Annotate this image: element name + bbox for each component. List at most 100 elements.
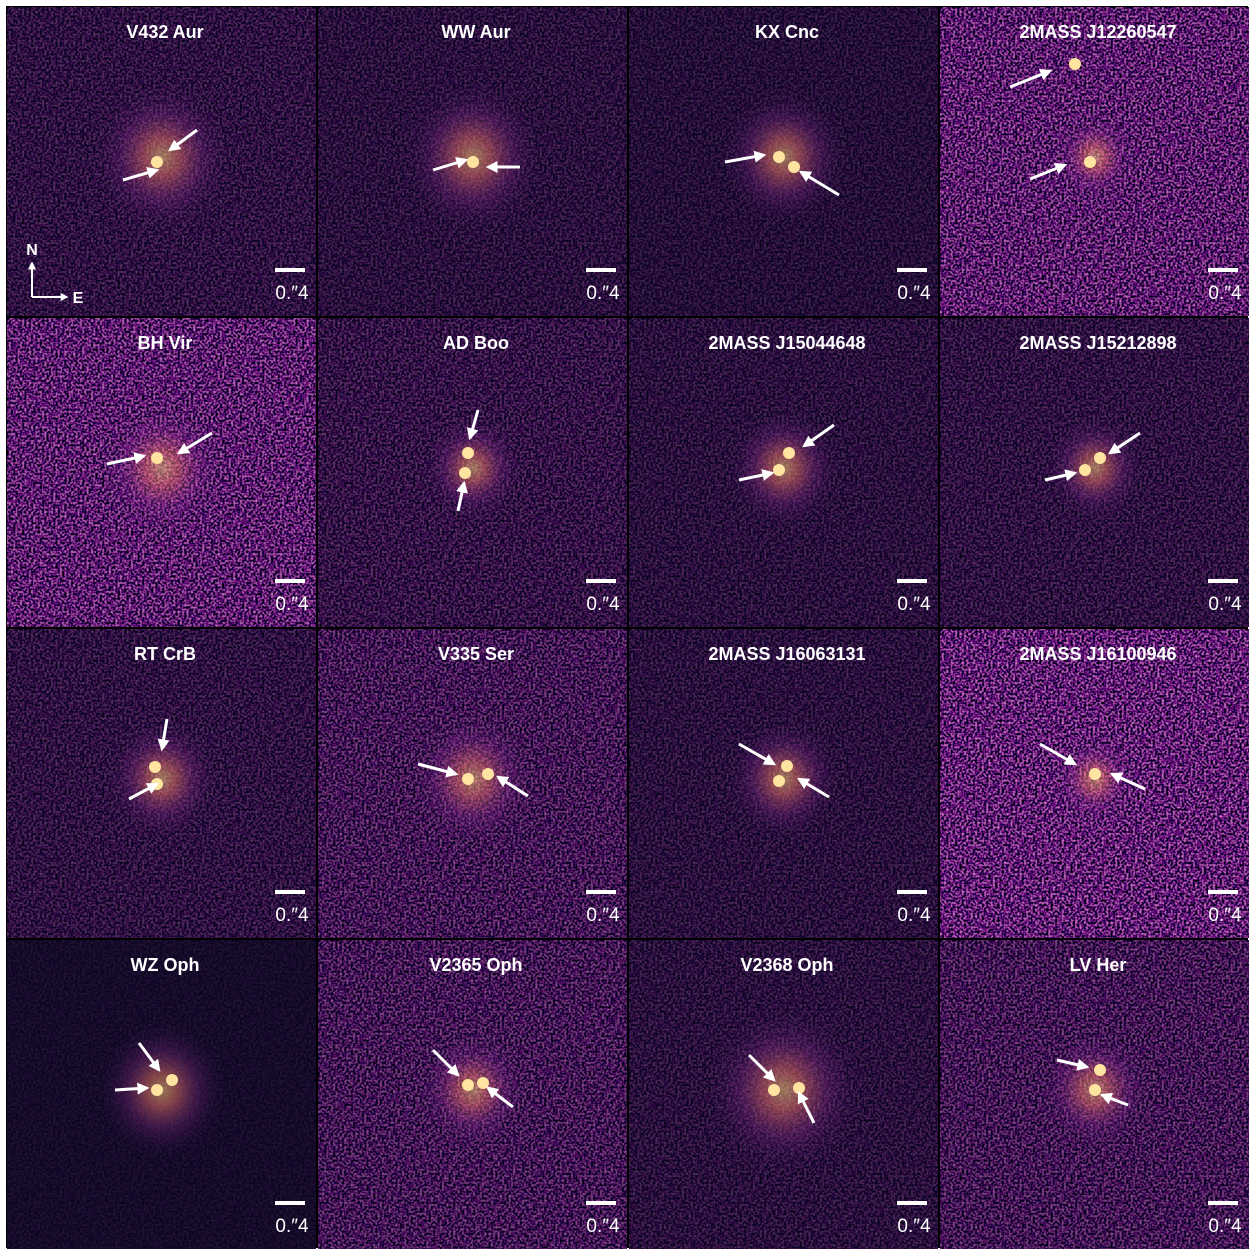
source-spot (773, 464, 785, 476)
source-glow (106, 719, 218, 839)
image-panel: 2MASS J16063131 0.″4 (629, 629, 938, 938)
source-spot (166, 1074, 178, 1086)
panel-image: LV Her 0.″4 (940, 940, 1249, 1249)
scale-label: 0.″4 (275, 1216, 309, 1237)
scale-bar (586, 1201, 616, 1205)
panel-title: WW Aur (441, 22, 510, 42)
panel-image: V2368 Oph 0.″4 (629, 940, 938, 1249)
scale-label: 0.″4 (1208, 283, 1242, 304)
source-glow (92, 82, 232, 232)
scale-bar (275, 890, 305, 894)
source-spot (151, 156, 163, 168)
panel-title: V432 Aur (126, 22, 203, 42)
panel-image: RT CrB 0.″4 (7, 629, 316, 938)
source-glow (417, 1030, 529, 1150)
scale-bar (897, 1201, 927, 1205)
image-panel: 2MASS J15212898 0.″4 (940, 318, 1249, 627)
source-spot (149, 761, 161, 773)
panel-image: BH Vir 0.″4 (7, 318, 316, 627)
source-glow (1053, 112, 1137, 202)
scale-label: 0.″4 (897, 283, 931, 304)
panel-title: V2365 Oph (429, 955, 522, 975)
scale-bar (275, 268, 305, 272)
scale-label: 0.″4 (586, 905, 620, 926)
panel-title: 2MASS J16100946 (1019, 644, 1176, 664)
compass-label: N (26, 242, 38, 259)
scale-label: 0.″4 (586, 283, 620, 304)
scale-bar (586, 890, 616, 894)
scale-label: 0.″4 (275, 594, 309, 615)
image-panel: 2MASS J16100946 0.″4 (940, 629, 1249, 938)
source-spot (781, 760, 793, 772)
panel-image: 2MASS J12260547 0.″4 (940, 7, 1249, 316)
panel-title: 2MASS J15212898 (1019, 333, 1176, 353)
source-spot (1079, 464, 1091, 476)
scale-label: 0.″4 (1208, 1216, 1242, 1237)
panel-image: AD Boo 0.″4 (318, 318, 627, 627)
image-panel: LV Her 0.″4 (940, 940, 1249, 1249)
scale-bar (586, 579, 616, 583)
panel-title: 2MASS J16063131 (708, 644, 865, 664)
image-panel: 2MASS J15044648 0.″4 (629, 318, 938, 627)
source-spot (1084, 156, 1096, 168)
panel-title: KX Cnc (755, 22, 819, 42)
pointer-arrow (115, 1088, 147, 1090)
source-spot (151, 452, 163, 464)
source-spot (459, 467, 471, 479)
source-glow (707, 1008, 861, 1173)
image-panel: WW Aur 0.″4 (318, 7, 627, 316)
image-panel: KX Cnc 0.″4 (629, 7, 938, 316)
scale-bar (586, 268, 616, 272)
scale-label: 0.″4 (1208, 594, 1242, 615)
panel-title: BH Vir (138, 333, 193, 353)
panel-title: 2MASS J12260547 (1019, 22, 1176, 42)
panel-title: AD Boo (443, 333, 509, 353)
scale-label: 0.″4 (897, 594, 931, 615)
scale-label: 0.″4 (275, 283, 309, 304)
panel-title: V2368 Oph (740, 955, 833, 975)
scale-label: 0.″4 (897, 1216, 931, 1237)
source-spot (1089, 1084, 1101, 1096)
panel-image: WZ Oph 0.″4 (7, 940, 316, 1249)
source-spot (1094, 452, 1106, 464)
scale-label: 0.″4 (586, 594, 620, 615)
source-spot (462, 447, 474, 459)
image-panel: 2MASS J12260547 0.″4 (940, 7, 1249, 316)
panel-image: 2MASS J16063131 0.″4 (629, 629, 938, 938)
panel-title: V335 Ser (438, 644, 514, 664)
scale-bar (275, 1201, 305, 1205)
scale-bar (275, 579, 305, 583)
source-spot (773, 775, 785, 787)
scale-bar (897, 268, 927, 272)
source-spot (1094, 1064, 1106, 1076)
source-glow (1046, 416, 1144, 521)
source-spot (768, 1084, 780, 1096)
source-spot (462, 1079, 474, 1091)
source-spot (773, 151, 785, 163)
source-spot (1089, 768, 1101, 780)
panel-image: WW Aur 0.″4 (318, 7, 627, 316)
panel-title: LV Her (1070, 955, 1127, 975)
scale-label: 0.″4 (897, 905, 931, 926)
panel-title: RT CrB (134, 644, 196, 664)
source-spot (467, 156, 479, 168)
scale-label: 0.″4 (275, 905, 309, 926)
panel-title: 2MASS J15044648 (708, 333, 865, 353)
scale-label: 0.″4 (1208, 905, 1242, 926)
scale-bar (897, 579, 927, 583)
source-spot (793, 1082, 805, 1094)
panel-image: 2MASS J15044648 0.″4 (629, 318, 938, 627)
image-panel: RT CrB 0.″4 (7, 629, 316, 938)
image-panel: BH Vir 0.″4 (7, 318, 316, 627)
source-spot (482, 768, 494, 780)
source-spot (151, 1084, 163, 1096)
image-panel: V335 Ser 0.″4 (318, 629, 627, 938)
panel-image: 2MASS J16100946 0.″4 (940, 629, 1249, 938)
panel-title: WZ Oph (131, 955, 200, 975)
panel-image: 2MASS J15212898 0.″4 (940, 318, 1249, 627)
image-panel: WZ Oph 0.″4 (7, 940, 316, 1249)
image-panel: V2368 Oph 0.″4 (629, 940, 938, 1249)
